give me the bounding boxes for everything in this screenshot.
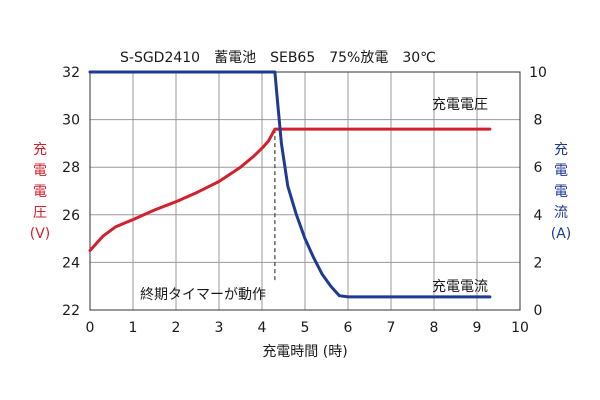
x-tick-label: 9 <box>473 320 482 336</box>
x-tick-label: 6 <box>344 320 353 336</box>
timer-annotation: 終期タイマーが動作 <box>140 287 266 303</box>
axis-title-char: 電 <box>554 184 568 200</box>
axis-title-char: 充 <box>33 142 47 158</box>
axis-title-char: 電 <box>554 163 568 179</box>
x-tick-labels: 0 1 2 3 4 5 6 7 8 9 10 <box>86 320 529 336</box>
x-tick-label: 0 <box>86 320 95 336</box>
y-left-tick-label: 28 <box>62 160 80 176</box>
x-tick-label: 1 <box>129 320 138 336</box>
x-tick-label: 5 <box>301 320 310 336</box>
y-right-tick-label: 10 <box>529 65 547 81</box>
axis-title-char: 充 <box>554 142 568 158</box>
y-right-tick-label: 0 <box>534 303 543 319</box>
x-tick-label: 7 <box>387 320 396 336</box>
y-right-tick-labels: 0 2 4 6 8 10 <box>529 65 547 319</box>
x-tick-label: 8 <box>430 320 439 336</box>
y-right-tick-label: 6 <box>534 160 543 176</box>
axis-title-char: 流 <box>554 205 568 221</box>
axis-title-char: (A) <box>551 226 572 242</box>
y-right-tick-label: 4 <box>534 208 543 224</box>
y-right-tick-label: 8 <box>534 113 543 129</box>
y-left-tick-label: 32 <box>62 65 80 81</box>
current-series-label: 充電電流 <box>432 279 488 295</box>
axis-title-char: 圧 <box>33 205 47 221</box>
x-tick-label: 4 <box>258 320 267 336</box>
x-tick-label: 2 <box>172 320 181 336</box>
x-axis-title: 充電時間 (時) <box>262 344 347 360</box>
axis-title-char: (V) <box>30 226 51 242</box>
y-right-axis-title: 充電電流(A) <box>551 142 572 242</box>
axis-title-char: 電 <box>33 163 47 179</box>
y-left-tick-label: 30 <box>62 113 80 129</box>
y-left-tick-labels: 22 24 26 28 30 32 <box>62 65 80 319</box>
y-left-axis-title: 充電電圧(V) <box>30 142 51 242</box>
current-series-line <box>88 70 492 299</box>
voltage-series-label: 充電電圧 <box>432 97 488 113</box>
voltage-series-line <box>88 127 492 252</box>
chart-title: S-SGD2410 蓄電池 SEB65 75%放電 30℃ <box>120 50 436 66</box>
plot-frame <box>89 71 521 311</box>
y-right-tick-label: 2 <box>534 255 543 271</box>
y-left-tick-label: 26 <box>62 208 80 224</box>
y-left-tick-label: 22 <box>62 303 80 319</box>
x-tick-label: 10 <box>511 320 529 336</box>
y-left-tick-label: 24 <box>62 255 80 271</box>
x-tick-label: 3 <box>215 320 224 336</box>
axis-title-char: 電 <box>33 184 47 200</box>
